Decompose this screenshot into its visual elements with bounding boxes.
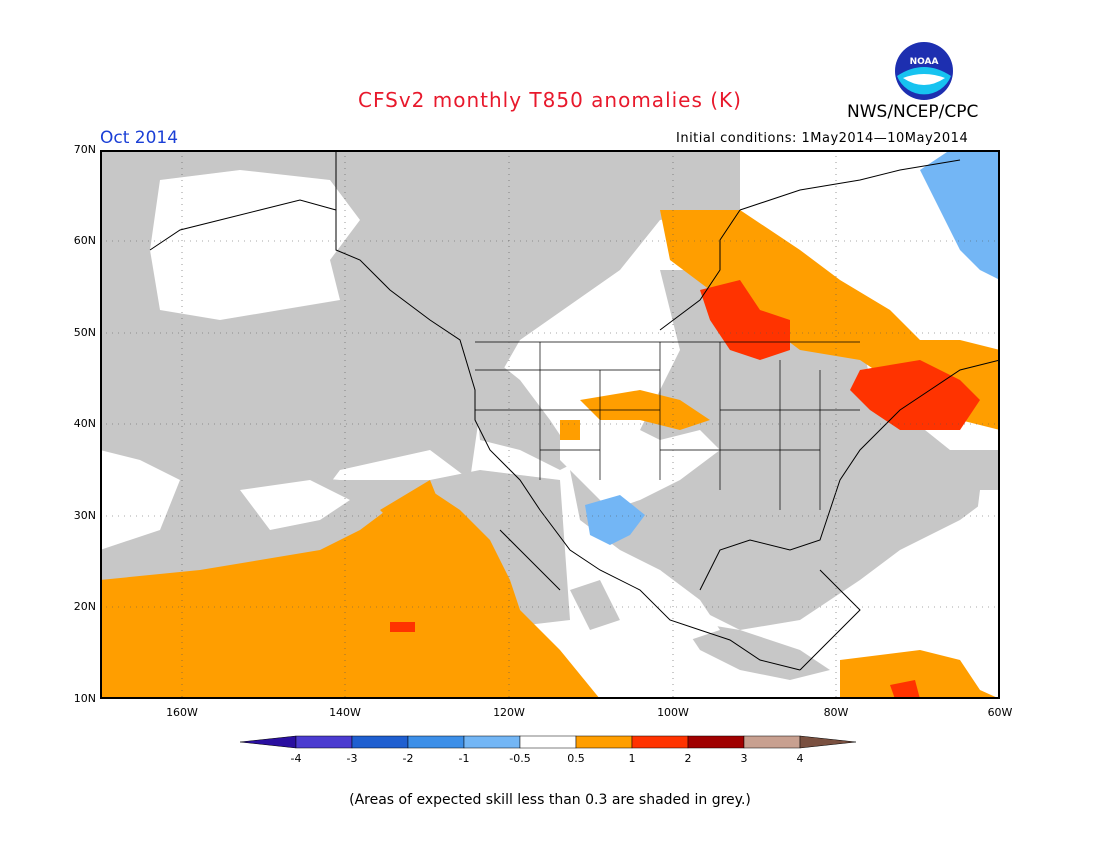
coastlines: [149, 150, 1000, 671]
colorbar-segment: [407, 735, 465, 749]
initial-conditions-label: Initial conditions: 1May2014—10May2014: [676, 131, 969, 146]
colorbar-segment: [463, 735, 521, 749]
colorbar-segment: [687, 735, 745, 749]
noaa-logo-text: NOAA: [910, 57, 939, 67]
lat-label: 60N: [73, 234, 96, 247]
colorbar-segment: [799, 735, 857, 749]
colorbar-tick-label: 2: [684, 752, 692, 765]
colorbar-segment: [743, 735, 801, 749]
map-frame: [100, 150, 1000, 699]
colorbar-tick-label: -3: [346, 752, 358, 765]
colorbar: [240, 735, 857, 749]
colorbar-tick-label: -0.5: [509, 752, 531, 765]
colorbar-tick-label: 0.5: [567, 752, 585, 765]
colorbar-segment: [295, 735, 353, 749]
colorbar-tick-label: -1: [458, 752, 470, 765]
lon-label: 100W: [657, 706, 689, 719]
noaa-logo: NOAA: [895, 42, 953, 100]
colorbar-segment: [519, 735, 577, 749]
lat-label: 40N: [73, 417, 96, 430]
colorbar-segment: [240, 735, 297, 749]
lon-label: 80W: [823, 706, 849, 719]
colorbar-tick-label: 1: [628, 752, 636, 765]
colorbar-segment: [631, 735, 689, 749]
map-title: CFSv2 monthly T850 anomalies (K): [358, 88, 742, 112]
state-borders: [475, 341, 860, 510]
lat-label: 10N: [73, 692, 96, 705]
lat-label: 30N: [73, 509, 96, 522]
cool-anomaly-layer: [585, 150, 1000, 545]
map-panel: [100, 150, 1000, 699]
lat-label: 50N: [73, 326, 96, 339]
lon-label: 60W: [987, 706, 1013, 719]
colorbar-segment: [351, 735, 409, 749]
agency-label: NWS/NCEP/CPC: [847, 102, 979, 122]
lon-label: 160W: [166, 706, 198, 719]
lon-label: 140W: [329, 706, 361, 719]
colorbar-segment: [575, 735, 633, 749]
colorbar-tick-label: 3: [740, 752, 748, 765]
graticule: [100, 150, 1000, 699]
strong-warm-anomaly-layer: [390, 280, 980, 699]
colorbar-tick-label: 4: [796, 752, 804, 765]
skill-footnote: (Areas of expected skill less than 0.3 a…: [349, 792, 751, 808]
colorbar-tick-label: -4: [290, 752, 302, 765]
lon-label: 120W: [493, 706, 525, 719]
colorbar-tick-label: -2: [402, 752, 414, 765]
lat-label: 70N: [73, 143, 96, 156]
lat-label: 20N: [73, 600, 96, 613]
forecast-period: Oct 2014: [100, 128, 179, 148]
